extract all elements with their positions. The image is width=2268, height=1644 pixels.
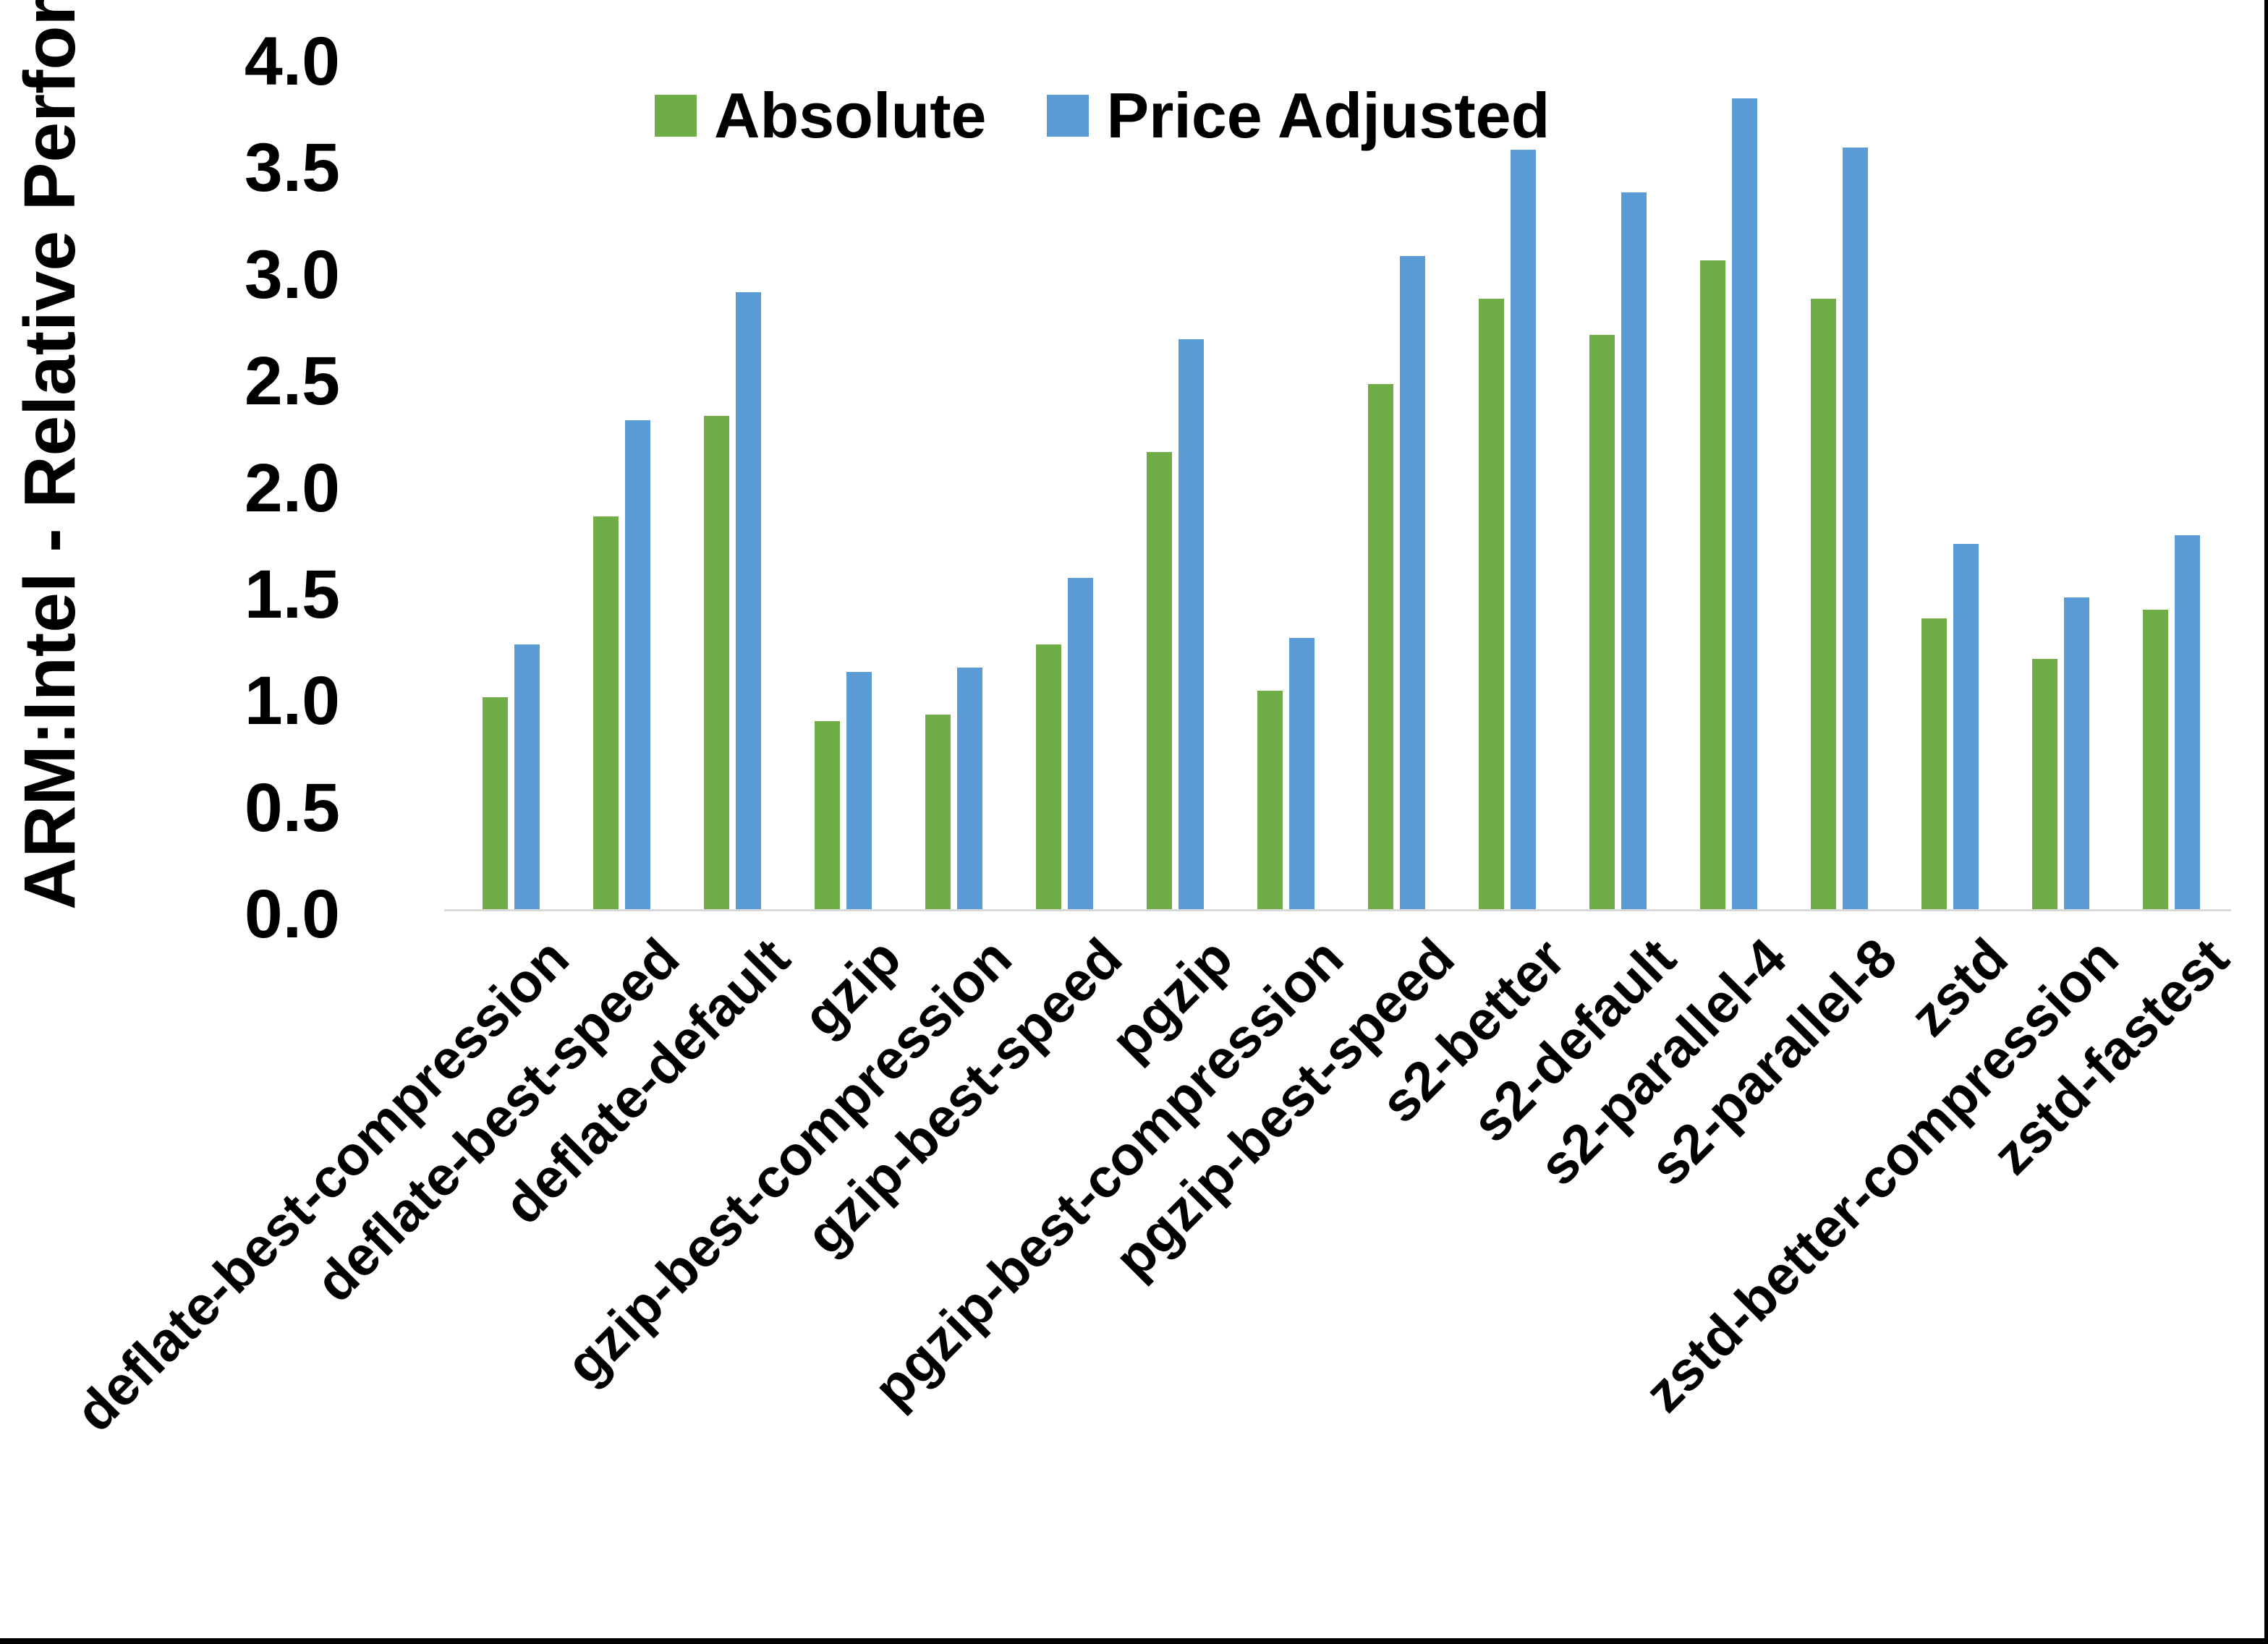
legend-label: Absolute (714, 80, 987, 151)
bar-price-adjusted-deflate-best-speed (625, 420, 650, 911)
bar-price-adjusted-deflate-best-compression (514, 644, 540, 911)
bar-price-adjusted-s2-parallel-4 (1732, 98, 1757, 911)
bar-absolute-gzip-best-speed (1036, 644, 1061, 911)
bar-price-adjusted-pgzip-best-compression (1289, 637, 1314, 911)
bar-price-adjusted-s2-default (1621, 192, 1647, 911)
y-tick-label-3.0: 3.0 (244, 236, 340, 313)
bar-absolute-s2-better (1479, 299, 1504, 911)
bar-absolute-zstd-better-compression (2032, 659, 2057, 911)
bar-group-s2-parallel-8 (1784, 58, 1895, 911)
bar-absolute-s2-parallel-4 (1700, 260, 1725, 911)
bar-price-adjusted-pgzip (1178, 339, 1204, 911)
x-axis-line (444, 909, 2231, 911)
bar-absolute-deflate-best-compression (483, 697, 508, 911)
bar-price-adjusted-gzip-best-speed (1068, 578, 1093, 911)
y-tick-label-0.5: 0.5 (244, 769, 340, 846)
y-tick-label-3.5: 3.5 (244, 129, 340, 207)
bar-group-s2-parallel-4 (1673, 58, 1784, 911)
bar-absolute-gzip-best-compression (925, 714, 951, 911)
legend-swatch-icon (1047, 94, 1090, 137)
legend: Absolute Price Adjusted (655, 81, 1550, 150)
y-tick-label-4.0: 4.0 (244, 23, 340, 100)
legend-label: Price Adjusted (1106, 80, 1550, 151)
bar-group-gzip-best-compression (899, 58, 1009, 911)
bar-group-gzip (788, 58, 899, 911)
y-tick-label-2.5: 2.5 (244, 343, 340, 420)
bar-group-deflate-best-speed (566, 58, 677, 911)
bar-absolute-zstd (1921, 618, 1947, 911)
bar-price-adjusted-s2-parallel-8 (1843, 147, 1868, 911)
bar-absolute-s2-parallel-8 (1811, 299, 1836, 911)
bar-group-zstd-better-compression (2005, 58, 2116, 911)
bar-price-adjusted-gzip-best-compression (957, 668, 982, 911)
bar-absolute-pgzip (1147, 452, 1172, 911)
bar-price-adjusted-deflate-default (736, 292, 761, 911)
bar-price-adjusted-zstd (1953, 544, 1979, 911)
bar-group-s2-better (1452, 58, 1563, 911)
bar-absolute-pgzip-best-speed (1368, 383, 1393, 911)
bar-group-deflate-best-compression (456, 58, 566, 911)
bar-price-adjusted-zstd-fastest (2175, 535, 2200, 911)
bar-price-adjusted-gzip (846, 671, 872, 911)
bar-absolute-zstd-fastest (2143, 610, 2168, 911)
legend-swatch-icon (655, 94, 697, 137)
bar-absolute-s2-default (1589, 335, 1615, 911)
plot-area (456, 58, 2227, 911)
y-tick-label-1.0: 1.0 (244, 663, 340, 740)
bar-absolute-deflate-best-speed (593, 516, 619, 911)
bar-group-pgzip (1120, 58, 1231, 911)
y-tick-label-0.0: 0.0 (244, 876, 340, 953)
bar-group-zstd (1895, 58, 2005, 911)
bar-group-gzip-best-speed (1009, 58, 1120, 911)
bar-absolute-pgzip-best-compression (1257, 691, 1283, 911)
bar-group-pgzip-best-compression (1231, 58, 1341, 911)
bar-price-adjusted-s2-better (1511, 149, 1536, 911)
bar-group-s2-default (1563, 58, 1673, 911)
bar-group-pgzip-best-speed (1341, 58, 1452, 911)
y-tick-label-1.5: 1.5 (244, 555, 340, 633)
bar-price-adjusted-pgzip-best-speed (1400, 256, 1425, 911)
bar-absolute-gzip (815, 720, 840, 911)
y-tick-label-2.0: 2.0 (244, 449, 340, 527)
bar-price-adjusted-zstd-better-compression (2064, 597, 2089, 911)
bar-group-zstd-fastest (2116, 58, 2227, 911)
bar-group-deflate-default (677, 58, 788, 911)
legend-item-price-adjusted: Price Adjusted (1047, 81, 1550, 150)
bar-absolute-deflate-default (704, 416, 729, 911)
legend-item-absolute: Absolute (655, 81, 986, 150)
